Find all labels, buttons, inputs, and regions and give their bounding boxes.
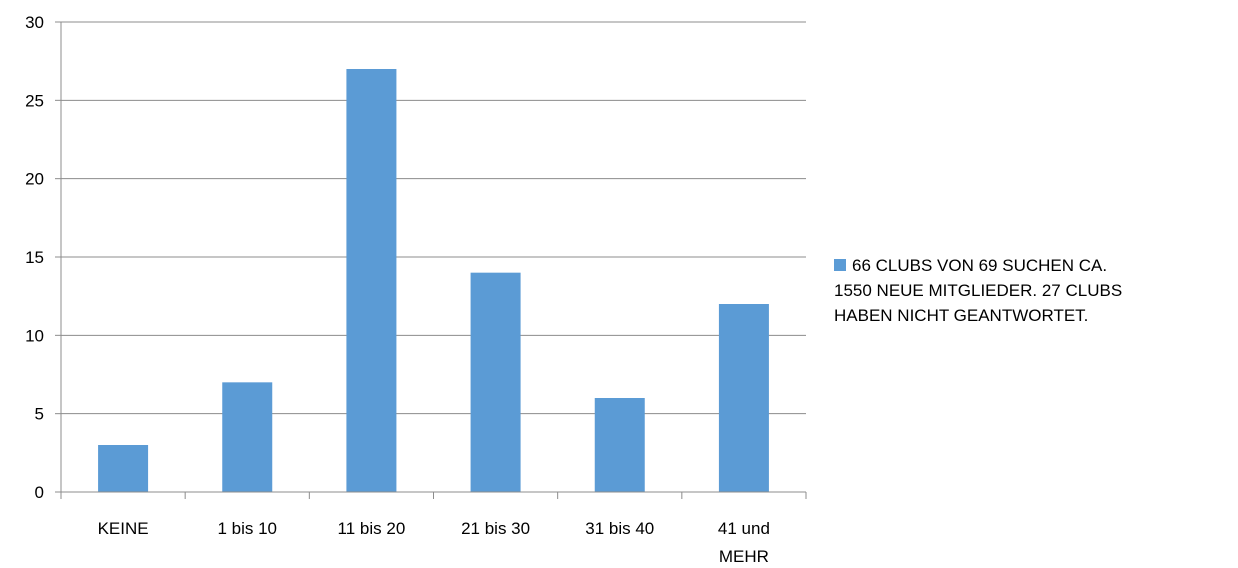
y-axis-ticks: 0 5 10 15 20 25 30 bbox=[25, 13, 44, 502]
legend-text-1: 66 CLUBS VON 69 SUCHEN CA. bbox=[852, 256, 1108, 275]
x-tick-label: KEINE bbox=[98, 519, 149, 538]
y-tick-label: 25 bbox=[25, 91, 44, 110]
bar-5 bbox=[594, 398, 645, 492]
x-tick-label-line: KEINE bbox=[98, 519, 149, 538]
x-tick-label-line: 41 und bbox=[718, 519, 770, 538]
bar-6 bbox=[718, 304, 769, 492]
bar-2 bbox=[222, 382, 273, 492]
y-tick-label: 0 bbox=[35, 483, 44, 502]
axes bbox=[55, 21, 807, 499]
x-tick-label: 31 bis 40 bbox=[585, 519, 654, 538]
x-tick-label: 41 und MEHR bbox=[718, 519, 770, 566]
x-tick-label-line: 1 bis 10 bbox=[217, 519, 277, 538]
bar-3 bbox=[346, 69, 397, 492]
x-tick-label-line: 31 bis 40 bbox=[585, 519, 654, 538]
x-tick-label-line: MEHR bbox=[719, 547, 769, 566]
legend-swatch bbox=[834, 259, 846, 271]
x-axis-labels: KEINE 1 bis 10 11 bis 20 21 bis 30 31 bis 40… bbox=[98, 519, 770, 566]
bar-4 bbox=[470, 272, 521, 492]
x-tick-label: 11 bis 20 bbox=[338, 519, 406, 538]
bars bbox=[98, 69, 769, 492]
y-tick-label: 5 bbox=[35, 405, 44, 424]
legend-line-1: 66 CLUBS VON 69 SUCHEN CA. bbox=[834, 253, 1204, 278]
y-tick-label: 15 bbox=[25, 248, 44, 267]
y-tick-label: 20 bbox=[25, 170, 44, 189]
gridlines bbox=[61, 21, 806, 415]
bar-1 bbox=[98, 445, 149, 492]
legend-line-3: HABEN NICHT GEANTWORTET. bbox=[834, 306, 1089, 325]
x-tick-label: 1 bis 10 bbox=[217, 519, 277, 538]
y-tick-label: 10 bbox=[25, 326, 44, 345]
x-tick-label-line: 11 bis 20 bbox=[338, 519, 406, 538]
y-tick-label: 30 bbox=[25, 13, 44, 32]
legend-line-2: 1550 NEUE MITGLIEDER. 27 CLUBS bbox=[834, 281, 1123, 300]
x-tick-label-line: 21 bis 30 bbox=[461, 519, 530, 538]
x-tick-label: 21 bis 30 bbox=[461, 519, 530, 538]
legend: 66 CLUBS VON 69 SUCHEN CA. 1550 NEUE MIT… bbox=[834, 253, 1204, 328]
